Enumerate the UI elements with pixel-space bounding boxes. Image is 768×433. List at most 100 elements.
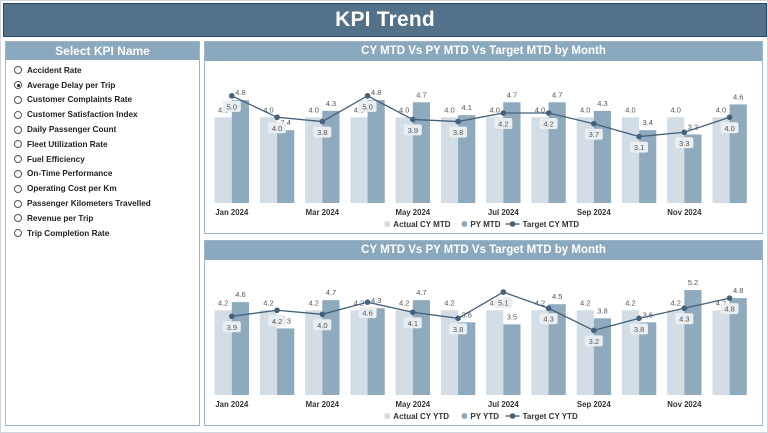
previous-data-label: 3.4 bbox=[280, 118, 290, 127]
target-data-label: 3.2 bbox=[589, 337, 599, 346]
target-label-bg bbox=[358, 100, 377, 112]
actual-bar bbox=[667, 310, 685, 395]
chart-panel-mtd: CY MTD Vs PY MTD Vs Target MTD by Month … bbox=[204, 41, 763, 234]
x-tick-label: Sep 2024 bbox=[577, 208, 611, 217]
radio-icon[interactable] bbox=[14, 66, 22, 75]
actual-data-label: 4.2 bbox=[444, 298, 454, 307]
target-label-bg bbox=[539, 118, 558, 129]
previous-data-label: 4.7 bbox=[552, 90, 562, 99]
previous-bar bbox=[277, 328, 295, 395]
kpi-option-label: Customer Satisfaction Index bbox=[27, 110, 138, 120]
kpi-option-label: On-Time Performance bbox=[27, 169, 113, 179]
target-label-bg bbox=[494, 118, 513, 129]
legend-label: Target CY YTD bbox=[523, 412, 578, 421]
actual-bar bbox=[305, 117, 323, 203]
previous-bar bbox=[367, 308, 385, 395]
page-title: KPI Trend bbox=[335, 8, 435, 31]
kpi-option[interactable]: Operating Cost per Km bbox=[6, 181, 199, 196]
target-label-bg bbox=[358, 307, 377, 319]
kpi-option-label: Passenger Kilometers Travelled bbox=[27, 199, 151, 209]
actual-data-label: 4.2 bbox=[263, 298, 273, 307]
kpi-option[interactable]: Average Delay per Trip bbox=[6, 78, 199, 93]
actual-data-label: 4.0 bbox=[670, 105, 680, 114]
target-data-label: 4.3 bbox=[679, 315, 689, 324]
target-label-bg bbox=[720, 303, 739, 315]
kpi-option-label: Fuel Efficiency bbox=[27, 154, 85, 164]
actual-data-label: 4.0 bbox=[716, 105, 726, 114]
target-label-bg bbox=[222, 321, 241, 333]
target-point bbox=[319, 118, 326, 125]
radio-icon[interactable] bbox=[14, 199, 22, 208]
previous-bar bbox=[277, 130, 295, 203]
radio-icon[interactable] bbox=[14, 155, 22, 164]
x-tick-label: Jul 2024 bbox=[488, 400, 519, 409]
target-label-bg bbox=[675, 137, 694, 149]
target-label-bg bbox=[720, 122, 739, 134]
kpi-option[interactable]: Daily Passenger Count bbox=[6, 122, 199, 137]
radio-icon[interactable] bbox=[14, 229, 22, 238]
radio-icon[interactable] bbox=[14, 110, 22, 119]
chart-title: CY MTD Vs PY MTD Vs Target MTD by Month bbox=[205, 241, 762, 260]
target-data-label: 4.0 bbox=[317, 321, 327, 330]
target-data-label: 5.1 bbox=[498, 299, 508, 308]
actual-bar bbox=[440, 310, 459, 395]
kpi-option[interactable]: Accident Rate bbox=[6, 63, 199, 78]
actual-bar bbox=[667, 117, 685, 203]
radio-selected-icon[interactable] bbox=[14, 81, 22, 90]
kpi-option[interactable]: Fleet Utilization Rate bbox=[6, 137, 199, 152]
legend-marker-icon bbox=[384, 413, 391, 419]
actual-data-label: 4.0 bbox=[535, 105, 545, 114]
radio-icon[interactable] bbox=[14, 169, 22, 178]
actual-data-label: 4.2 bbox=[670, 298, 680, 307]
previous-bar bbox=[639, 322, 657, 395]
target-point bbox=[229, 93, 235, 99]
target-label-bg bbox=[630, 141, 649, 153]
legend-label: Actual CY YTD bbox=[393, 412, 449, 421]
x-tick-label: Nov 2024 bbox=[667, 208, 702, 217]
target-label-bg bbox=[268, 315, 287, 327]
radio-icon[interactable] bbox=[14, 184, 22, 193]
previous-data-label: 3.2 bbox=[688, 122, 698, 131]
kpi-option[interactable]: Fuel Efficiency bbox=[6, 152, 199, 167]
target-data-label: 3.9 bbox=[408, 126, 418, 135]
kpi-option[interactable]: Passenger Kilometers Travelled bbox=[6, 196, 199, 211]
kpi-option-label: Daily Passenger Count bbox=[27, 125, 117, 135]
previous-bar bbox=[548, 304, 566, 395]
target-point bbox=[410, 309, 416, 316]
previous-bar bbox=[458, 322, 476, 395]
previous-bar bbox=[729, 104, 747, 203]
target-point bbox=[726, 114, 733, 121]
legend-label: PY MTD bbox=[470, 220, 500, 229]
title-bar: KPI Trend bbox=[3, 3, 767, 37]
target-data-label: 3.9 bbox=[227, 323, 237, 332]
kpi-option[interactable]: Trip Completion Rate bbox=[6, 226, 199, 241]
target-data-label: 3.1 bbox=[634, 143, 644, 152]
kpi-option[interactable]: Revenue per Trip bbox=[6, 211, 199, 226]
previous-data-label: 4.8 bbox=[371, 88, 381, 97]
legend-label: Actual CY MTD bbox=[393, 220, 450, 229]
target-point bbox=[636, 315, 642, 322]
radio-icon[interactable] bbox=[14, 214, 22, 223]
actual-data-label: 4.0 bbox=[444, 105, 454, 114]
legend-marker-icon bbox=[509, 221, 516, 227]
target-point bbox=[681, 129, 688, 136]
target-point bbox=[591, 327, 597, 334]
kpi-option[interactable]: On-Time Performance bbox=[6, 167, 199, 182]
actual-bar bbox=[395, 117, 413, 203]
radio-icon[interactable] bbox=[14, 140, 22, 149]
target-label-bg bbox=[403, 317, 422, 329]
previous-data-label: 3.6 bbox=[461, 310, 471, 319]
target-point bbox=[591, 120, 597, 127]
x-tick-label: May 2024 bbox=[395, 208, 430, 217]
kpi-option[interactable]: Customer Satisfaction Index bbox=[6, 107, 199, 122]
kpi-option[interactable]: Customer Complaints Rate bbox=[6, 93, 199, 108]
target-label-bg bbox=[630, 323, 649, 335]
target-point bbox=[681, 305, 688, 312]
radio-icon[interactable] bbox=[14, 125, 22, 134]
previous-bar bbox=[639, 130, 657, 203]
actual-bar bbox=[486, 117, 504, 203]
actual-bar bbox=[531, 117, 549, 203]
target-label-bg bbox=[313, 319, 332, 331]
previous-data-label: 3.4 bbox=[642, 118, 652, 127]
radio-icon[interactable] bbox=[14, 95, 22, 104]
